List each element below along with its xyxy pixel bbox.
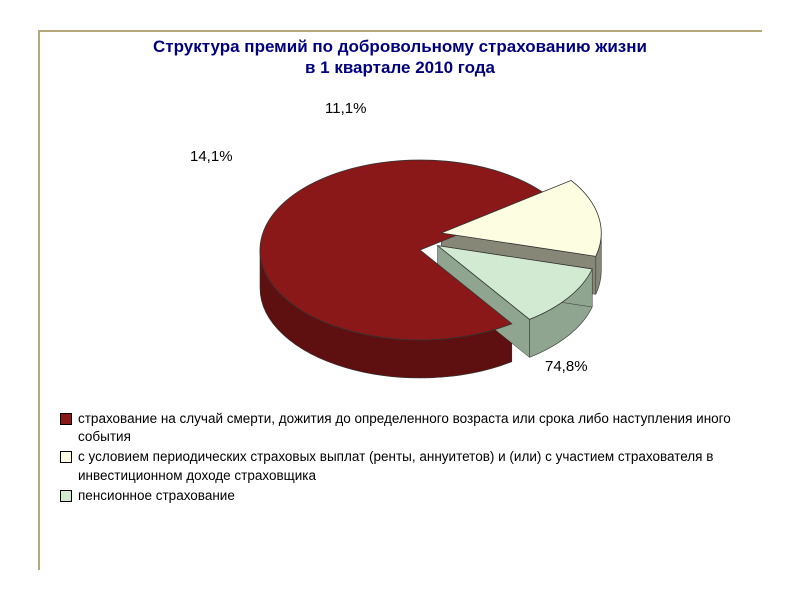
legend-text-1: с условием периодических страховых выпла… [78,448,750,484]
pct-label-slice-1: 14,1% [190,148,233,165]
legend-item: страхование на случай смерти, дожития до… [60,410,750,446]
title-line-1: Структура премий по добровольному страхо… [153,37,647,56]
pie-chart: 11,1% 14,1% 74,8% [150,100,650,390]
pct-label-slice-0: 74,8% [545,358,588,375]
title-line-2: в 1 квартале 2010 года [305,58,495,77]
legend-text-2: пенсионное страхование [78,487,750,505]
chart-title: Структура премий по добровольному страхо… [100,36,700,79]
legend: страхование на случай смерти, дожития до… [60,410,750,507]
legend-swatch-1 [60,451,72,463]
legend-text-0: страхование на случай смерти, дожития до… [78,410,750,446]
legend-item: с условием периодических страховых выпла… [60,448,750,484]
pct-label-slice-2: 11,1% [325,100,366,117]
legend-swatch-0 [60,413,72,425]
legend-swatch-2 [60,490,72,502]
legend-item: пенсионное страхование [60,487,750,505]
